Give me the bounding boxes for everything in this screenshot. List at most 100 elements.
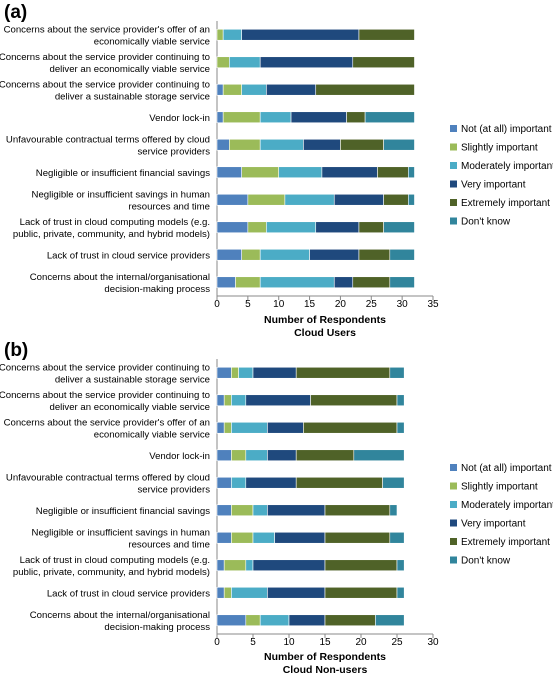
legend-swatch: [450, 125, 457, 132]
bar-segment: [231, 449, 247, 462]
bar-segment: [241, 166, 280, 179]
bar-segment: [310, 394, 398, 407]
bar-segment: [216, 366, 232, 379]
x-tick-label: 10: [273, 299, 285, 310]
bar-segment: [241, 28, 360, 41]
bar-segment: [259, 614, 290, 627]
category-label: deliver a sustainable storage service: [55, 91, 210, 102]
category-label: Concerns about the service provider cont…: [0, 390, 210, 401]
bar-segment: [382, 476, 405, 489]
x-tick-label: 30: [427, 637, 439, 648]
x-axis-title: Number of Respondents: [264, 651, 386, 663]
bar-segment: [245, 476, 297, 489]
bar-segment: [303, 138, 341, 151]
bar-segment: [231, 476, 247, 489]
legend-label: Moderately important: [461, 161, 553, 172]
bar-segment: [321, 166, 378, 179]
bar-segment: [216, 193, 249, 206]
bar-segment: [396, 421, 405, 434]
category-label: economically viable service: [94, 36, 210, 47]
bar-segment: [229, 56, 261, 69]
bar-segment: [340, 138, 384, 151]
category-label: service providers: [137, 146, 210, 157]
x-tick-label: 25: [391, 637, 403, 648]
category-label: Concerns about the service provider cont…: [0, 79, 210, 90]
legend-label: Very important: [461, 519, 526, 530]
x-tick-label: 15: [319, 637, 331, 648]
bar-segment: [223, 586, 232, 599]
category-label: Concerns about the service provider cont…: [0, 362, 210, 373]
category-label: Negligible or insufficient savings in hu…: [32, 189, 210, 200]
bar-segment: [352, 276, 391, 289]
legend-label: Not (at all) important: [461, 463, 552, 474]
category-label: Concerns about the internal/organisation…: [30, 610, 210, 621]
category-label: Concerns about the service provider cont…: [0, 52, 210, 63]
bar-segment: [333, 276, 354, 289]
category-label: decision-making process: [104, 284, 210, 295]
category-label: decision-making process: [104, 622, 210, 633]
bar-segment: [245, 449, 268, 462]
chart-panel-a: (a) 0 5 10 15 20 25 30 35 Concerns about the serv…: [0, 2, 553, 339]
bar-segment: [216, 276, 236, 289]
category-label: Concerns about the internal/organisation…: [30, 272, 210, 283]
bar-segment: [295, 366, 391, 379]
bar-segment: [259, 276, 335, 289]
bar-segment: [396, 586, 405, 599]
x-tick-label: 35: [427, 299, 439, 310]
bar-segment: [383, 221, 415, 234]
bar-segment: [247, 193, 286, 206]
bar-segment: [396, 559, 405, 572]
bar-segment: [216, 421, 225, 434]
bar-segment: [259, 111, 292, 124]
bar-segment: [324, 504, 391, 517]
bar-segment: [252, 531, 275, 544]
category-label: deliver an economically viable service: [49, 402, 210, 413]
bar-segment: [216, 248, 242, 261]
x-tick-label: 5: [250, 637, 256, 648]
bar-segment: [267, 449, 297, 462]
legend-swatch: [450, 180, 457, 188]
bar-segment: [231, 504, 254, 517]
bar-segment: [358, 221, 384, 234]
legend-swatch: [450, 482, 457, 490]
category-label: Lack of trust in cloud computing models …: [20, 555, 210, 566]
category-label: deliver a sustainable storage service: [55, 374, 210, 385]
legend-label: Slightly important: [461, 143, 538, 154]
legend: Not (at all) important Slightly important…: [450, 124, 553, 228]
x-tick-label: 5: [245, 299, 251, 310]
bar-segment: [222, 83, 242, 96]
legend-label: Slightly important: [461, 482, 538, 493]
legend-label: Not (at all) important: [461, 124, 552, 135]
bar-segment: [222, 111, 261, 124]
bar-segment: [267, 586, 326, 599]
category-label: economically viable service: [94, 429, 210, 440]
legend-swatch: [450, 501, 457, 508]
legend-swatch: [450, 519, 457, 527]
bar-segment: [383, 138, 415, 151]
bar-segment: [231, 586, 268, 599]
legend-label: Extremely important: [461, 198, 550, 209]
bar-segment: [259, 138, 304, 151]
bar-segment: [231, 531, 254, 544]
category-label: Negligible or insufficient financial sav…: [36, 168, 210, 179]
bar-segment: [396, 394, 405, 407]
bar-segment: [315, 83, 415, 96]
bar-segment: [216, 221, 249, 234]
category-label: Vendor lock-in: [149, 113, 210, 124]
x-tick-label: 15: [304, 299, 316, 310]
bar-segment: [315, 221, 360, 234]
bar-segment: [238, 366, 254, 379]
bar-segment: [245, 394, 311, 407]
bar-segment: [267, 421, 304, 434]
bar-segment: [231, 366, 239, 379]
chart-subtitle: Cloud Non-users: [283, 664, 368, 676]
x-tick-label: 25: [366, 299, 378, 310]
x-tick-label: 0: [214, 299, 220, 310]
category-label: Unfavourable contractual terms offered b…: [6, 134, 210, 145]
legend-label: Don't know: [461, 556, 511, 567]
legend-swatch: [450, 143, 457, 151]
legend-swatch: [450, 162, 457, 169]
category-label: Concerns about the service provider's of…: [4, 24, 210, 35]
bar-segment: [223, 421, 232, 434]
